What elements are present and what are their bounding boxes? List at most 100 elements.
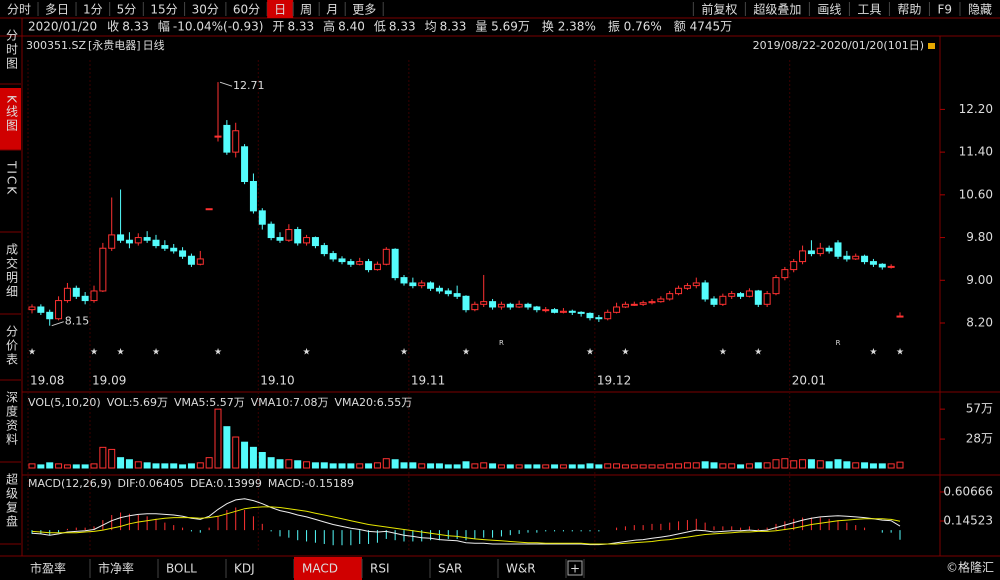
volume-bar bbox=[187, 463, 195, 469]
volume-bar bbox=[435, 463, 443, 469]
candle-body bbox=[196, 258, 204, 265]
volume-bar bbox=[710, 462, 718, 469]
candle-body bbox=[409, 282, 417, 287]
candle-body bbox=[506, 303, 514, 308]
toolbar-tab[interactable]: 60分 bbox=[233, 3, 260, 17]
quote-label: 额 4745万 bbox=[674, 20, 732, 34]
sidebar-tab[interactable]: 分价表 bbox=[5, 325, 19, 367]
bottom-tab[interactable]: MACD bbox=[302, 562, 338, 576]
volume-bar bbox=[701, 461, 709, 469]
candle-body bbox=[471, 303, 479, 311]
toolbar-button[interactable]: 帮助 bbox=[897, 3, 921, 17]
toolbar-button[interactable]: 工具 bbox=[857, 3, 881, 17]
toolbar-tab[interactable]: 1分 bbox=[83, 3, 103, 17]
quote-value: -10.04%(-0.93) bbox=[173, 20, 264, 34]
candle-body bbox=[843, 255, 851, 260]
candle-body bbox=[249, 180, 257, 212]
bottom-tab[interactable]: W&R bbox=[506, 562, 536, 576]
bottom-tab[interactable]: RSI bbox=[370, 562, 390, 576]
volume-bar bbox=[258, 452, 266, 469]
volume-bar bbox=[347, 463, 355, 469]
candle-body bbox=[692, 282, 700, 287]
toolbar-button[interactable]: F9 bbox=[937, 3, 952, 17]
candle-body bbox=[719, 295, 727, 305]
bottom-tab[interactable]: KDJ bbox=[234, 562, 255, 576]
candle-body bbox=[241, 146, 249, 182]
volume-bar bbox=[869, 463, 877, 469]
candle-body bbox=[276, 237, 284, 241]
toolbar-button[interactable]: 前复权 bbox=[701, 2, 737, 17]
toolbar-button[interactable]: 超级叠加 bbox=[753, 2, 801, 17]
candle-body bbox=[427, 282, 435, 289]
date-label: 19.10 bbox=[260, 374, 294, 388]
y-tick-label: 10.60 bbox=[959, 187, 993, 201]
toolbar-tab[interactable]: 周 bbox=[300, 3, 312, 17]
candle-body bbox=[232, 130, 240, 153]
signal-marker: ★ bbox=[621, 348, 629, 358]
volume-bar bbox=[613, 463, 621, 469]
volume-bar bbox=[683, 462, 691, 469]
bottom-tab[interactable]: SAR bbox=[438, 562, 462, 576]
toolbar-tab[interactable]: 日 bbox=[274, 3, 286, 17]
toolbar-button[interactable]: 隐藏 bbox=[968, 3, 992, 17]
volume-bar bbox=[754, 462, 762, 469]
volume-bar bbox=[816, 460, 824, 469]
y-tick-label: 28万 bbox=[966, 432, 993, 446]
sidebar-tab[interactable]: 超级复盘 bbox=[5, 472, 19, 529]
stock-period: 日线 bbox=[143, 38, 165, 52]
bottom-tab[interactable]: + bbox=[570, 562, 580, 576]
stock-name: [永贵电器] bbox=[88, 38, 141, 52]
sidebar-tab[interactable]: 深度资料 bbox=[5, 391, 19, 447]
candle-body bbox=[179, 250, 187, 257]
bottom-tab[interactable]: 市净率 bbox=[98, 561, 134, 576]
candle-body bbox=[187, 255, 195, 265]
candle-body bbox=[435, 287, 443, 292]
volume-bar bbox=[125, 459, 133, 469]
candle-body bbox=[515, 303, 523, 308]
volume-bar bbox=[471, 463, 479, 469]
candle-body bbox=[320, 245, 328, 255]
quote-value: 8.33 bbox=[122, 20, 149, 34]
bottom-tab[interactable]: 市盈率 bbox=[30, 561, 66, 576]
volume-bar bbox=[55, 463, 63, 469]
toolbar-tab[interactable]: 5分 bbox=[117, 3, 137, 17]
candle-body bbox=[542, 309, 550, 312]
candle-body bbox=[63, 287, 71, 302]
volume-bar bbox=[551, 464, 559, 469]
candle-body bbox=[790, 261, 798, 271]
volume-bar bbox=[807, 459, 815, 469]
candle-body bbox=[223, 124, 231, 153]
sidebar-tab[interactable]: TICK bbox=[5, 160, 19, 196]
signal-marker: ★ bbox=[28, 348, 36, 358]
candle-body bbox=[559, 310, 567, 313]
candle-body bbox=[161, 245, 169, 249]
toolbar-tab[interactable]: 月 bbox=[326, 3, 338, 17]
toolbar-button[interactable]: 画线 bbox=[817, 3, 841, 17]
toolbar-tab[interactable]: 多日 bbox=[45, 3, 69, 17]
quote-label: 均 bbox=[425, 20, 437, 34]
candle-body bbox=[799, 250, 807, 263]
sidebar-tab[interactable]: 成交明细 bbox=[5, 243, 19, 299]
toolbar-tab[interactable]: 更多 bbox=[352, 3, 376, 17]
toolbar-tab[interactable]: 30分 bbox=[192, 3, 219, 17]
volume-bar bbox=[108, 448, 116, 469]
volume-bar bbox=[489, 463, 497, 469]
toolbar-tab[interactable]: 分时 bbox=[7, 3, 31, 17]
bottom-tab[interactable]: BOLL bbox=[166, 562, 197, 576]
volume-bar bbox=[861, 462, 869, 469]
candle-body bbox=[382, 248, 390, 265]
sidebar-tab[interactable]: 分时图 bbox=[5, 29, 19, 71]
candle-body bbox=[737, 293, 745, 297]
candle-body bbox=[338, 258, 346, 263]
annotation-arrow bbox=[219, 81, 233, 87]
candle-body bbox=[373, 263, 381, 271]
volume-bar bbox=[533, 464, 541, 469]
candle-body bbox=[72, 287, 80, 297]
candle-body bbox=[152, 239, 160, 247]
candle-body bbox=[303, 237, 311, 244]
volume-bar bbox=[843, 461, 851, 469]
sidebar-tab[interactable]: K线图 bbox=[5, 95, 19, 133]
toolbar-tab[interactable]: 15分 bbox=[150, 3, 177, 17]
indicator-legend: VMA10:7.08万 bbox=[251, 396, 329, 409]
candle-body bbox=[586, 312, 594, 319]
